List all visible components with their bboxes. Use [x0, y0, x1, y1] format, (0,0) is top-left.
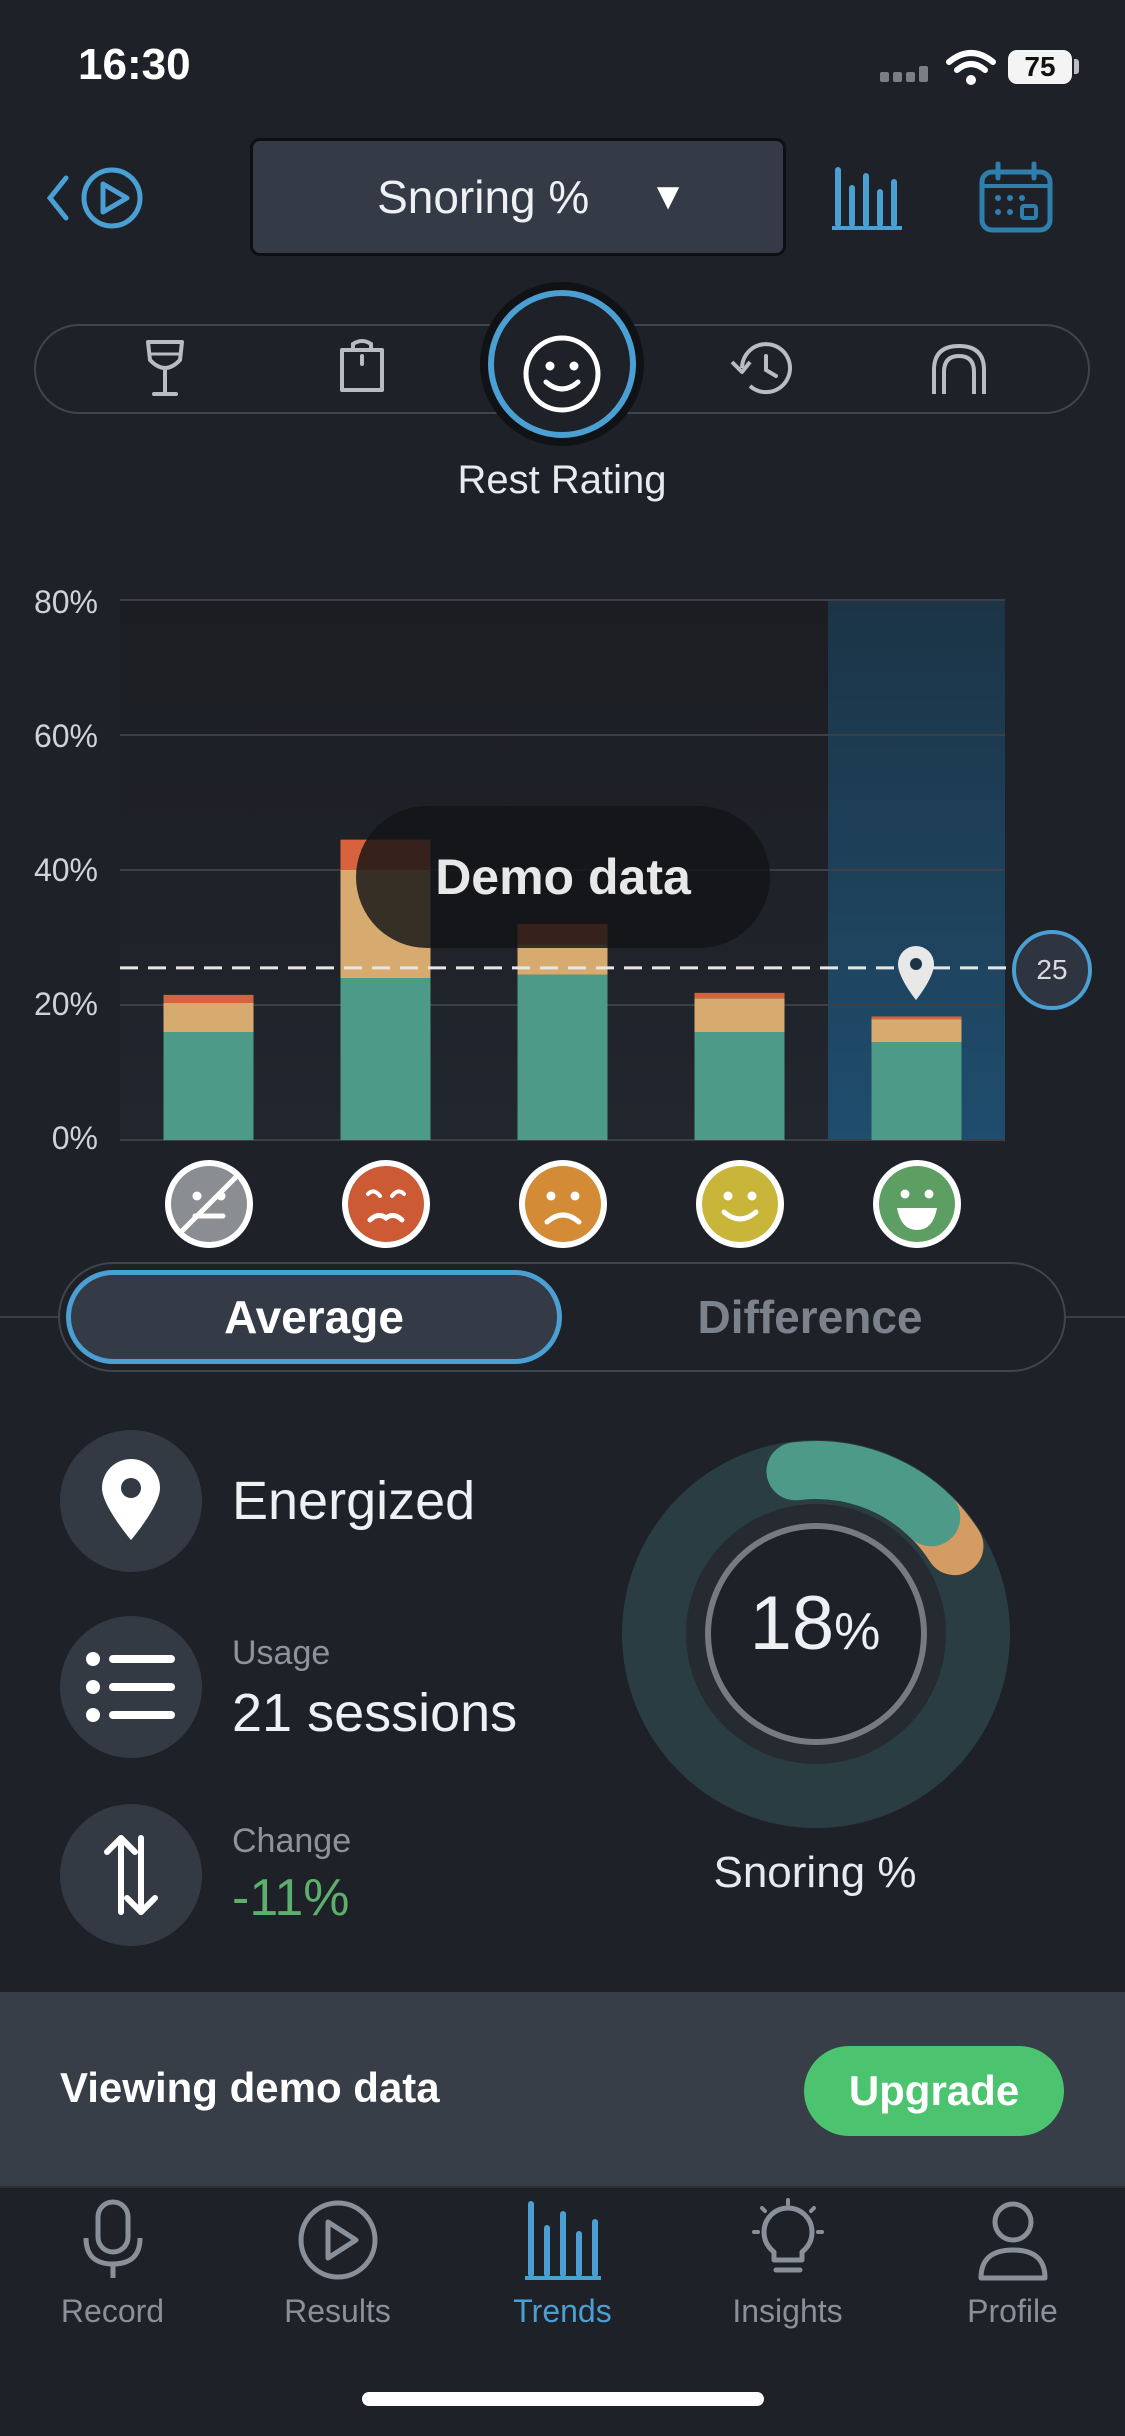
metric-dropdown-label: Snoring % [377, 171, 590, 223]
snoring-by-rest-rating-chart [120, 599, 1012, 1141]
microphone-icon [83, 2199, 142, 2278]
play-circle-icon [298, 2200, 377, 2280]
person-icon [978, 2201, 1047, 2281]
list-icon [60, 1616, 202, 1758]
bar-segment [694, 992, 785, 999]
upgrade-button[interactable]: Upgrade [804, 2046, 1064, 2136]
smiley-face-icon [523, 335, 601, 413]
rating-value: Energized [232, 1471, 476, 1531]
tab-label: Profile [967, 2293, 1058, 2329]
calendar-button[interactable] [978, 160, 1054, 236]
bar-segment [517, 944, 608, 975]
tab-trends[interactable]: Trends [450, 2198, 675, 2330]
battery-icon [1074, 59, 1079, 74]
tab-results[interactable]: Results [225, 2198, 450, 2330]
tab-record[interactable]: Record [0, 2198, 225, 2330]
donut-value: 18% [749, 1581, 881, 1666]
difference-tab[interactable]: Difference [697, 1291, 923, 1343]
average-tab[interactable]: Average [66, 1270, 562, 1364]
usage-value: 21 sessions [232, 1683, 518, 1743]
y-tick-label: 0% [51, 1120, 98, 1156]
alcohol-factor-tab[interactable] [140, 338, 190, 400]
donut-label: Snoring % [713, 1848, 917, 1897]
bar-segment [871, 1042, 962, 1140]
bar-chart-view-button[interactable] [830, 162, 904, 232]
goal-value-badge[interactable]: 25 [1012, 930, 1092, 1010]
wifi-icon [946, 50, 996, 85]
energized-face-icon[interactable] [871, 1158, 963, 1250]
bar-segment [163, 994, 254, 1003]
location-pin-icon [60, 1430, 202, 1572]
bad-face-icon[interactable] [517, 1158, 609, 1250]
y-tick-label: 60% [33, 718, 98, 754]
goal-pin-icon [898, 946, 934, 1000]
y-tick-label: 20% [33, 986, 98, 1022]
tab-label: Results [284, 2293, 391, 2329]
rest-rating-factor-tab[interactable] [488, 290, 636, 438]
battery-level: 75 [1008, 50, 1072, 84]
cellular-signal-icon [880, 66, 928, 82]
bar-segment [871, 1016, 962, 1020]
tab-profile[interactable]: Profile [900, 2198, 1125, 2330]
change-label: Change [232, 1822, 352, 1860]
tab-label: Trends [513, 2293, 612, 2329]
y-tick-label: 40% [33, 852, 98, 888]
home-indicator [362, 2392, 764, 2406]
bar-chart-icon [524, 2201, 601, 2280]
lightbulb-icon [751, 2198, 824, 2273]
good-face-icon[interactable] [694, 1158, 786, 1250]
caret-down-icon: ▼ [649, 175, 687, 218]
bar-segment [871, 1019, 962, 1043]
demo-data-overlay: Demo data [356, 806, 770, 948]
bar-segment [517, 974, 608, 1140]
tab-insights[interactable]: Insights [675, 2198, 900, 2330]
terrible-face-icon[interactable] [340, 1158, 432, 1250]
no-rating-face-icon[interactable] [163, 1158, 255, 1250]
active-factor-label: Rest Rating [457, 458, 667, 502]
mouthguard-factor-tab[interactable] [928, 342, 990, 398]
up-down-arrows-icon [60, 1804, 202, 1946]
tab-label: Insights [732, 2293, 843, 2329]
usage-label: Usage [232, 1634, 331, 1672]
weight-factor-tab[interactable] [336, 336, 388, 396]
history-factor-tab[interactable] [728, 338, 794, 400]
tab-label: Record [60, 2293, 165, 2329]
bar-segment [694, 1032, 785, 1140]
y-tick-label: 80% [33, 584, 98, 620]
status-time: 16:30 [78, 40, 191, 89]
snoring-donut-chart [622, 1440, 1010, 1828]
bar-segment [340, 978, 431, 1140]
back-play-button[interactable] [44, 166, 154, 230]
bar-segment [163, 1032, 254, 1140]
bar-segment [163, 1002, 254, 1032]
donut-arc-primary [766, 1441, 961, 1547]
demo-banner-text: Viewing demo data [60, 2064, 440, 2111]
metric-dropdown[interactable]: Snoring % ▼ [250, 138, 786, 256]
bar-segment [694, 998, 785, 1032]
change-value: -11% [232, 1869, 350, 1927]
